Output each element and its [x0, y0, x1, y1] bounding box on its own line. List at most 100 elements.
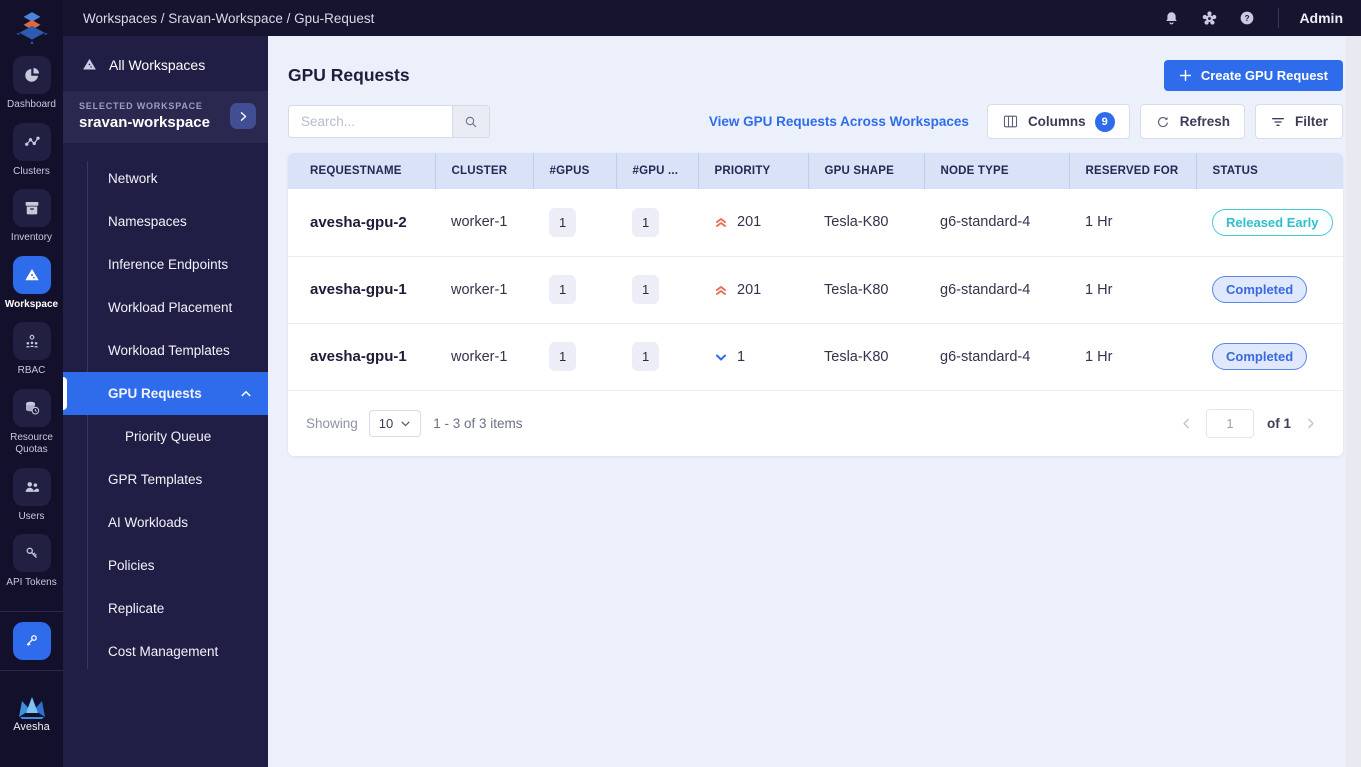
gpu-requests-table: REQUESTNAME CLUSTER #GPUS #GPU ... PRIOR…: [288, 153, 1343, 391]
topbar: Workspaces / Sravan-Workspace / Gpu-Requ…: [63, 0, 1361, 36]
workspace-icon: [24, 268, 39, 280]
all-workspaces-icon: [83, 58, 96, 70]
priority-high-icon: [716, 218, 726, 228]
col-gpu-per-node: #GPU ...: [616, 153, 699, 189]
col-requestname: REQUESTNAME: [288, 153, 436, 189]
user-menu[interactable]: Admin: [1299, 10, 1343, 26]
status-badge: Completed: [1212, 276, 1308, 303]
gpus-per-node-chip: 1: [632, 275, 660, 304]
chevron-right-icon: [240, 111, 246, 121]
avesha-brand: Avesha: [13, 693, 50, 733]
sidebar-item-cost-management[interactable]: Cost Management: [108, 644, 219, 659]
plus-icon: [1179, 69, 1191, 82]
search-box: [288, 105, 490, 138]
columns-button[interactable]: Columns 9: [986, 104, 1130, 139]
sidebar-item-replicate[interactable]: Replicate: [108, 601, 165, 616]
rail-item-users[interactable]: Users: [0, 467, 63, 524]
next-page-button[interactable]: [1304, 417, 1317, 430]
company-logo-icon: [15, 12, 48, 44]
users-icon: [25, 481, 39, 492]
icon-rail: Dashboard Clusters Inventory Workspace R…: [0, 0, 63, 767]
sidebar-item-inference-endpoints[interactable]: Inference Endpoints: [108, 257, 229, 272]
refresh-button[interactable]: Refresh: [1139, 104, 1245, 139]
chevron-left-icon: [1183, 418, 1189, 428]
page-number-input[interactable]: [1205, 408, 1254, 438]
columns-count-badge: 9: [1094, 111, 1115, 132]
api-tokens-key-icon: [26, 547, 37, 558]
settings-button[interactable]: [1198, 7, 1220, 29]
breadcrumb[interactable]: Workspaces / Sravan-Workspace / Gpu-Requ…: [83, 10, 375, 26]
sidebar-item-gpr-templates[interactable]: GPR Templates: [108, 472, 203, 487]
svg-text:?: ?: [1245, 14, 1250, 23]
priority-high-icon: [716, 285, 726, 295]
status-badge: Released Early: [1212, 208, 1333, 236]
rail-divider-2: [0, 669, 63, 671]
rail-item-inventory[interactable]: Inventory: [0, 189, 63, 245]
page-title: GPU Requests: [288, 65, 410, 85]
help-icon: ?: [1241, 11, 1254, 25]
gpus-per-node-chip: 1: [632, 207, 660, 237]
sidebar-item-gpu-requests[interactable]: GPU Requests: [63, 372, 268, 415]
selected-workspace-name: sravan-workspace: [79, 114, 210, 131]
search-icon: [465, 116, 477, 127]
sidebar-item-workload-templates[interactable]: Workload Templates: [108, 343, 230, 358]
main-content: GPU Requests Create GPU Request: [268, 36, 1361, 767]
sidebar-item-ai-workloads[interactable]: AI Workloads: [108, 515, 189, 530]
sidebar-item-namespaces[interactable]: Namespaces: [108, 214, 187, 229]
sidebar-item-priority-queue[interactable]: Priority Queue: [125, 429, 212, 444]
filter-icon: [1271, 117, 1284, 126]
rail-item-clusters[interactable]: Clusters: [0, 122, 63, 179]
workspace-sidebar: All Workspaces SELECTED WORKSPACE sravan…: [63, 36, 268, 767]
rail-item-api-tokens[interactable]: API Tokens: [0, 534, 63, 590]
selected-workspace-caption: SELECTED WORKSPACE: [79, 101, 203, 111]
priority-low-icon: [716, 354, 726, 360]
notifications-button[interactable]: [1160, 7, 1182, 29]
search-button[interactable]: [452, 106, 489, 137]
inventory-box-icon: [25, 202, 38, 215]
chevron-up-icon: [241, 390, 251, 396]
all-workspaces-label: All Workspaces: [109, 56, 206, 73]
sidebar-item-workload-placement[interactable]: Workload Placement: [108, 300, 233, 315]
table-row[interactable]: avesha-gpu-1 worker-1 1 1 201 Tesla-K80: [288, 256, 1343, 324]
col-reserved-for: RESERVED FOR: [1069, 153, 1197, 189]
sidebar-nav: Network Namespaces Inference Endpoints W…: [63, 143, 268, 673]
rail-key-tool-button[interactable]: [12, 621, 51, 660]
scrollbar-track[interactable]: [1346, 36, 1361, 767]
topbar-divider: [1278, 8, 1280, 28]
col-status: STATUS: [1196, 153, 1343, 189]
rail-divider: [0, 610, 63, 612]
avesha-crown-icon: [18, 696, 45, 719]
pagination-bar: Showing 10 1 - 3 of 3 items of 1: [288, 390, 1343, 456]
gpus-chip: 1: [549, 342, 577, 371]
all-workspaces-header[interactable]: All Workspaces: [63, 36, 268, 91]
table-row[interactable]: avesha-gpu-1 worker-1 1 1 1 Tesla-K80: [288, 323, 1343, 391]
dashboard-pie-icon: [24, 67, 39, 82]
filter-button[interactable]: Filter: [1254, 104, 1343, 139]
sidebar-item-policies[interactable]: Policies: [108, 558, 155, 573]
search-input[interactable]: [289, 106, 452, 137]
page-size-select[interactable]: 10: [368, 409, 422, 437]
chevron-right-icon: [1308, 418, 1314, 428]
company-logo[interactable]: [0, 0, 63, 56]
sidebar-item-network[interactable]: Network: [108, 171, 158, 186]
selected-workspace-block: SELECTED WORKSPACE sravan-workspace: [63, 91, 268, 143]
gpus-chip: 1: [549, 275, 577, 304]
view-across-workspaces-link[interactable]: View GPU Requests Across Workspaces: [708, 114, 969, 129]
chevron-down-icon: [401, 421, 410, 426]
refresh-icon: [1157, 116, 1168, 127]
rail-item-rbac[interactable]: RBAC: [0, 322, 63, 378]
rail-item-workspace[interactable]: Workspace: [0, 255, 63, 312]
status-badge: Completed: [1212, 343, 1308, 370]
rail-item-dashboard[interactable]: Dashboard: [0, 56, 63, 112]
gpu-requests-table-card: REQUESTNAME CLUSTER #GPUS #GPU ... PRIOR…: [288, 153, 1343, 456]
switch-workspace-button[interactable]: [230, 103, 256, 129]
prev-page-button[interactable]: [1180, 417, 1193, 430]
rail-item-resource-quotas[interactable]: Resource Quotas: [0, 388, 63, 457]
table-header-row: REQUESTNAME CLUSTER #GPUS #GPU ... PRIOR…: [288, 153, 1343, 189]
create-gpu-request-button[interactable]: Create GPU Request: [1163, 60, 1343, 91]
help-button[interactable]: ?: [1236, 7, 1258, 29]
col-node-type: NODE TYPE: [924, 153, 1070, 189]
table-row[interactable]: avesha-gpu-2 worker-1 1 1 201 Tesla-K80: [288, 189, 1343, 257]
rbac-icon: [25, 334, 38, 348]
nav-tree-line: [87, 161, 88, 669]
